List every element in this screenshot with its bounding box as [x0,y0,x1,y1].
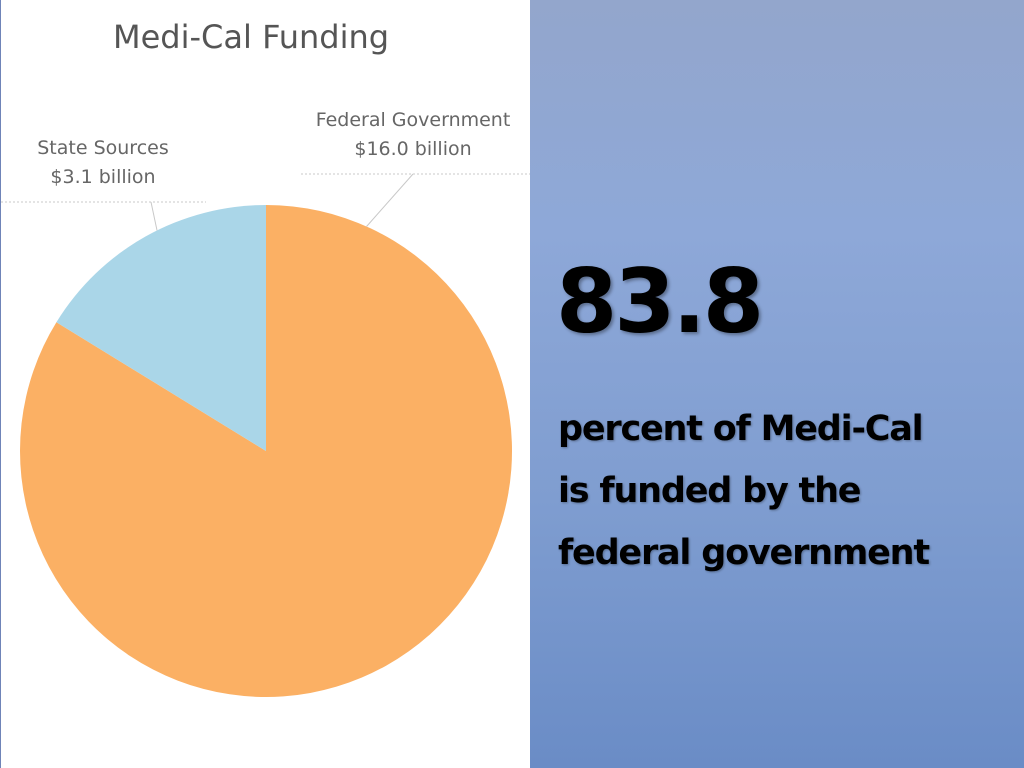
pie-slice-state-sources [56,205,266,451]
slice-value-label: $16.0 billion [354,138,471,160]
leader-line [366,173,414,227]
slice-value-label: $3.1 billion [50,166,155,188]
pie-slice-federal-government [20,204,513,698]
stat-line: percent of Medi-Cal [558,409,924,449]
chart-panel: Medi-Cal Funding Federal Government $16.0… [0,0,531,768]
stat-panel: 83.8 percent of Medi-Cal is funded by th… [530,0,1024,768]
slice-label: Federal Government [316,109,511,131]
leader-line [150,201,158,231]
stat-line: is funded by the [558,471,862,511]
slice-label: State Sources [37,137,169,159]
stat-line: federal government [558,533,930,573]
pie-chart: Medi-Cal Funding Federal Government $16.0… [1,18,531,698]
chart-title: Medi-Cal Funding [113,18,389,56]
stat-number: 83.8 [556,250,764,353]
stat-description: percent of Medi-Cal is funded by the fed… [558,398,1018,584]
